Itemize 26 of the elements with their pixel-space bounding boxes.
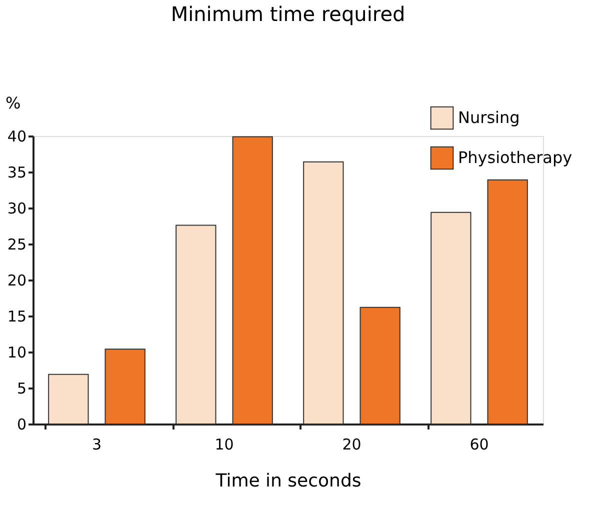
y-axis-title: % [6, 94, 21, 112]
bar [430, 212, 472, 424]
legend-label: Physiotherapy [458, 148, 572, 167]
bar [232, 136, 273, 424]
y-tick-label: 40 [7, 128, 26, 146]
bar [104, 348, 146, 424]
legend-label: Nursing [458, 108, 520, 127]
x-tick-label: 20 [342, 436, 362, 454]
bar [360, 306, 400, 424]
bar [487, 179, 528, 424]
y-tick-label: 5 [16, 380, 26, 398]
x-tick-label: 60 [470, 436, 489, 454]
x-axis-title: Time in seconds [214, 470, 362, 492]
x-tick-label: 3 [92, 436, 102, 454]
y-tick-label: 10 [7, 344, 26, 362]
y-tick-label: 35 [7, 164, 26, 182]
bar [176, 224, 216, 424]
y-tick-label: 25 [7, 236, 26, 254]
y-tick-label: 30 [7, 200, 26, 218]
y-tick-label: 15 [7, 308, 26, 326]
y-tick-label: 20 [7, 272, 26, 290]
bar [303, 161, 344, 424]
chart-title: Minimum time required [170, 2, 406, 26]
x-tick-label: 10 [214, 436, 234, 454]
y-tick-label: 0 [16, 416, 26, 434]
bar [48, 374, 89, 424]
